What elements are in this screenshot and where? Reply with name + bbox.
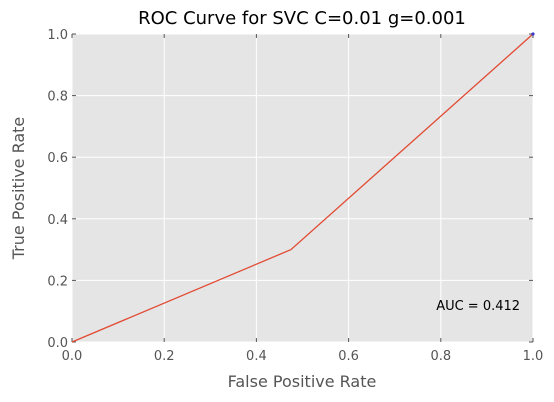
series-group (71, 32, 535, 343)
x-tick-label: 0.2 (154, 349, 175, 364)
x-tick-label: 0.0 (62, 349, 83, 364)
grid-lines (71, 33, 534, 343)
y-tick-label: 0.0 (47, 336, 68, 351)
y-axis-label: True Positive Rate (9, 117, 28, 261)
x-axis-label: False Positive Rate (228, 372, 377, 391)
roc-end-marker (531, 32, 535, 36)
y-tick-label: 0.8 (47, 90, 68, 105)
x-tick-label: 0.8 (430, 349, 451, 364)
x-tick-label: 0.4 (246, 349, 267, 364)
x-tick-label: 1.0 (523, 349, 544, 364)
y-tick-label: 0.4 (47, 213, 68, 228)
y-tick-label: 1.0 (47, 28, 68, 43)
roc-series-line (71, 33, 534, 343)
y-tick-label: 0.6 (47, 151, 68, 166)
axis-ticks: 0.0 0.2 0.4 0.6 0.8 1.0 0.0 0.2 0.4 0.6 0.8 1.0 (47, 28, 543, 364)
x-tick-label: 0.6 (338, 349, 359, 364)
plot-area (72, 34, 533, 342)
chart-title: ROC Curve for SVC C=0.01 g=0.001 (138, 8, 466, 29)
auc-annotation: AUC = 0.412 (436, 299, 520, 314)
y-tick-label: 0.2 (47, 274, 68, 289)
